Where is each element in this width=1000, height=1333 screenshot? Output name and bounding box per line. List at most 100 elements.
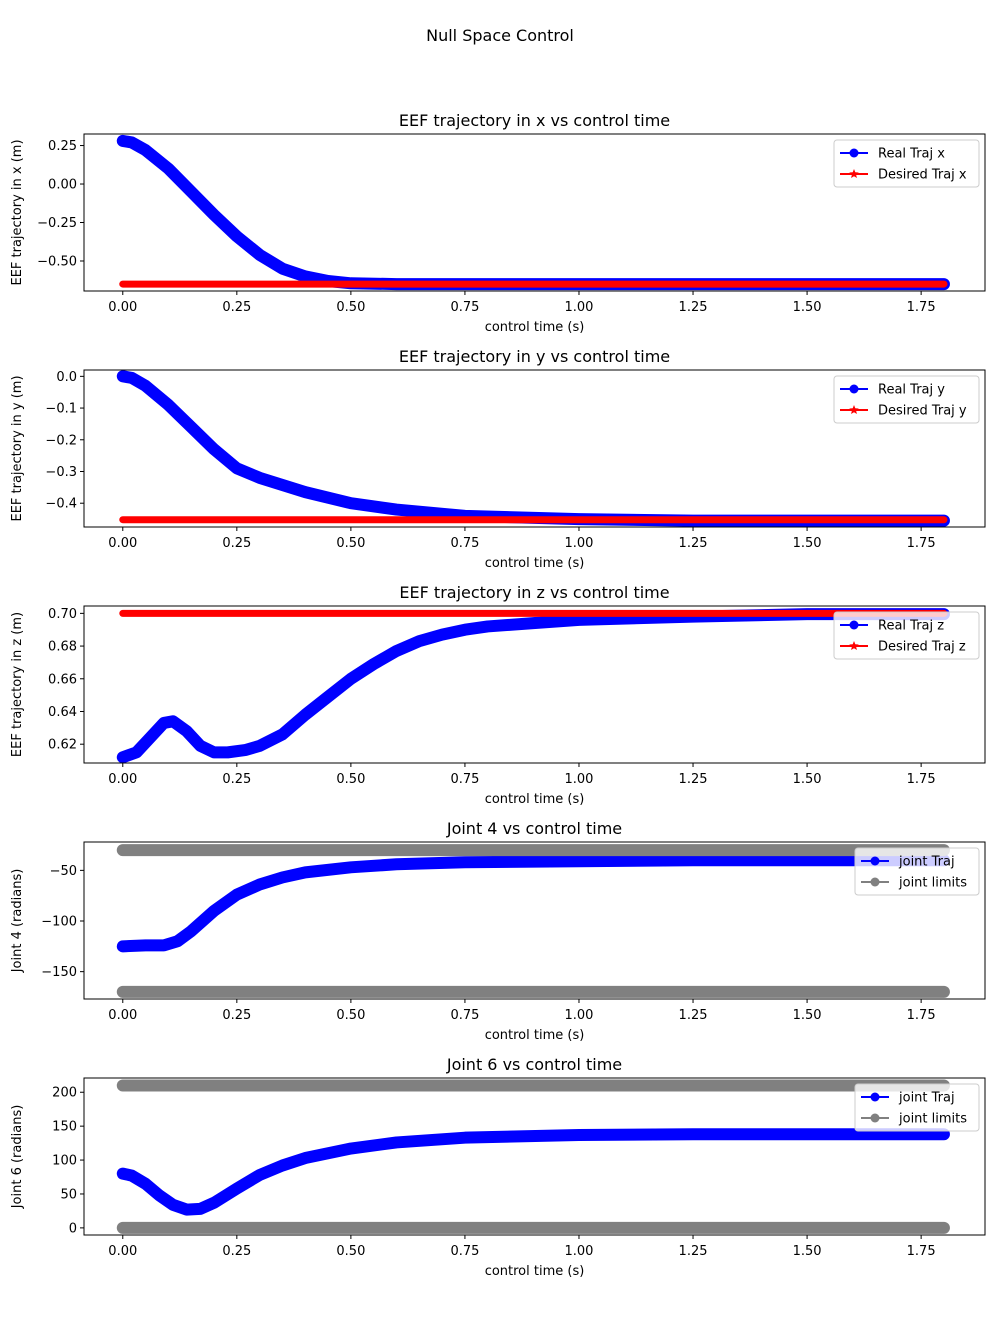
x-axis-label: control time (s) — [485, 1264, 585, 1279]
x-tick-label: 1.50 — [793, 1008, 822, 1023]
x-tick-label: 1.25 — [679, 300, 708, 315]
plot-area — [116, 1079, 950, 1234]
legend-label: Real Traj y — [878, 383, 945, 398]
legend: Real Traj y Desired Traj y — [833, 375, 980, 424]
x-tick-label: 0.00 — [108, 300, 137, 315]
y-tick-label: −0.4 — [45, 497, 77, 512]
x-tick-label: 0.50 — [336, 536, 365, 551]
y-tick-label: 100 — [52, 1154, 77, 1169]
axes-frame — [83, 1077, 986, 1236]
subplot-title: Joint 6 vs control time — [446, 1055, 622, 1074]
legend-label: joint limits — [898, 1112, 967, 1127]
x-tick-label: 0.50 — [336, 772, 365, 787]
x-tick-label: 0.75 — [450, 300, 479, 315]
y-tick-label: −0.25 — [37, 216, 77, 231]
x-tick-label: 1.75 — [907, 1244, 936, 1259]
axes-frame — [83, 369, 986, 528]
legend-circle-marker — [849, 620, 859, 630]
legend-circle-marker — [870, 856, 880, 866]
x-tick-label: 0.50 — [336, 300, 365, 315]
series-line-joint-traj — [116, 854, 950, 953]
subplot-0: EEF trajectory in x vs control time 0.00 0… — [10, 111, 986, 335]
y-tick-label: 0 — [69, 1221, 77, 1236]
x-tick-label: 1.50 — [793, 300, 822, 315]
legend: joint Traj joint limits — [854, 1083, 980, 1132]
y-tick-label: 0.25 — [48, 139, 77, 154]
x-axis-label: control time (s) — [485, 556, 585, 571]
axes-frame — [83, 133, 986, 292]
x-tick-label: 1.00 — [565, 1008, 594, 1023]
x-tick-label: 1.00 — [565, 1244, 594, 1259]
y-tick-label: −0.50 — [37, 254, 77, 269]
x-tick-label: 0.25 — [222, 300, 251, 315]
axes-frame — [83, 841, 986, 1000]
x-tick-label: 1.50 — [793, 772, 822, 787]
x-tick-label: 1.75 — [907, 536, 936, 551]
legend-label: Real Traj x — [878, 147, 945, 162]
x-tick-label: 1.50 — [793, 536, 822, 551]
legend-label: Real Traj z — [878, 619, 944, 634]
y-tick-label: 200 — [52, 1086, 77, 1101]
x-tick-label: 0.75 — [450, 1244, 479, 1259]
series-line-real-traj-z — [116, 608, 950, 763]
x-tick-label: 0.25 — [222, 1244, 251, 1259]
x-tick-label: 0.75 — [450, 772, 479, 787]
legend-circle-marker — [849, 148, 859, 158]
legend-circle-marker — [870, 1113, 880, 1123]
x-tick-label: 0.75 — [450, 1008, 479, 1023]
x-axis-label: control time (s) — [485, 320, 585, 335]
x-tick-label: 1.25 — [679, 1008, 708, 1023]
subplot-title: Joint 4 vs control time — [446, 819, 622, 838]
legend-box — [854, 847, 980, 896]
x-tick-label: 0.50 — [336, 1008, 365, 1023]
x-tick-label: 1.00 — [565, 536, 594, 551]
legend-label: Desired Traj y — [878, 404, 967, 419]
plot-area — [116, 134, 950, 291]
axes-frame — [83, 605, 986, 764]
legend-label: joint limits — [898, 876, 967, 891]
legend-label: Desired Traj z — [878, 640, 966, 655]
subplot-3: Joint 4 vs control time 0.00 0.25 0.50 0.75 1… — [10, 819, 986, 1043]
legend: Real Traj z Desired Traj z — [833, 611, 980, 660]
x-tick-label: 0.00 — [108, 772, 137, 787]
y-axis-label: Joint 4 (radians) — [10, 869, 25, 974]
subplot-title: EEF trajectory in x vs control time — [399, 111, 670, 130]
figure-suptitle: Null Space Control — [426, 26, 574, 45]
x-tick-label: 0.25 — [222, 1008, 251, 1023]
y-tick-label: 0.00 — [48, 178, 77, 193]
legend-star-marker — [849, 405, 859, 415]
legend: joint Traj joint limits — [854, 847, 980, 896]
y-tick-label: −0.3 — [45, 465, 77, 480]
legend-circle-marker — [849, 384, 859, 394]
subplot-4: Joint 6 vs control time 0.00 0.25 0.50 0.75 1… — [10, 1055, 986, 1279]
y-axis-label: EEF trajectory in x (m) — [10, 139, 25, 285]
legend-label: Desired Traj x — [878, 168, 967, 183]
y-axis-label: Joint 6 (radians) — [10, 1105, 25, 1210]
legend: Real Traj x Desired Traj x — [833, 139, 980, 188]
x-axis-label: control time (s) — [485, 792, 585, 807]
legend-box — [833, 375, 980, 424]
legend-box — [833, 139, 980, 188]
legend-box — [833, 611, 980, 660]
legend-label: joint Traj — [898, 1091, 955, 1106]
subplot-1: EEF trajectory in y vs control time 0.00 0… — [10, 347, 986, 571]
y-tick-label: −0.1 — [45, 402, 77, 417]
x-tick-label: 1.50 — [793, 1244, 822, 1259]
y-tick-label: 0.68 — [48, 640, 77, 655]
y-axis-label: EEF trajectory in z (m) — [10, 612, 25, 757]
plot-area — [116, 370, 950, 527]
y-tick-label: −150 — [41, 965, 77, 980]
legend-circle-marker — [870, 877, 880, 887]
subplot-title: EEF trajectory in y vs control time — [399, 347, 670, 366]
y-tick-label: −100 — [41, 915, 77, 930]
x-tick-label: 0.75 — [450, 536, 479, 551]
x-tick-label: 0.00 — [108, 1244, 137, 1259]
x-tick-label: 1.25 — [679, 536, 708, 551]
legend-star-marker — [849, 641, 859, 651]
subplot-title: EEF trajectory in z vs control time — [399, 583, 669, 602]
y-tick-label: 0.64 — [48, 705, 77, 720]
series-line-joint-traj — [116, 1128, 950, 1216]
x-tick-label: 1.75 — [907, 1008, 936, 1023]
